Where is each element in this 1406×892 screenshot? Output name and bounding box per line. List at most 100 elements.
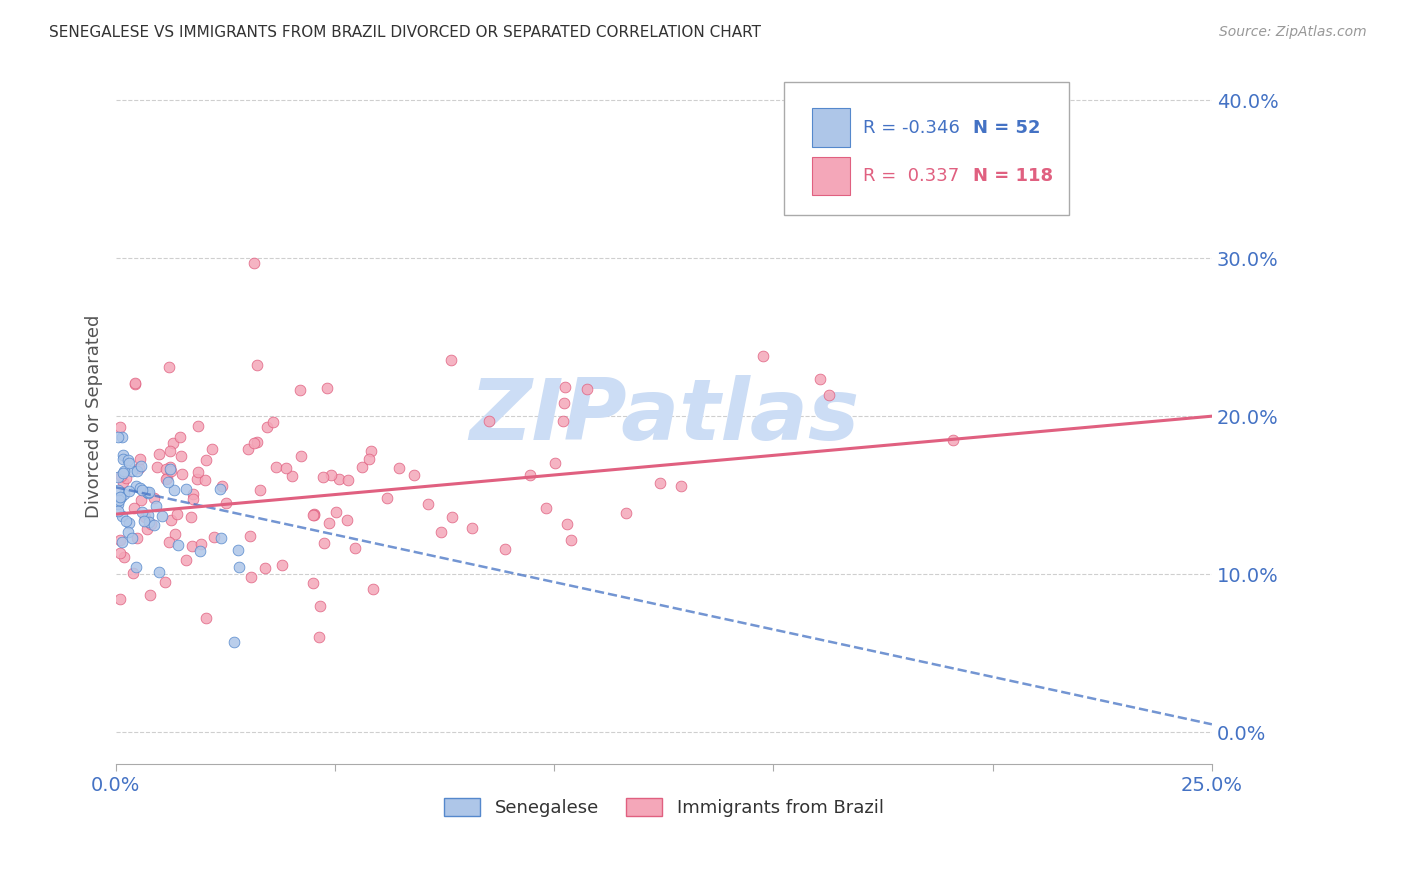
- Point: [201, 442, 224, 456]
- Point: [312, 470, 335, 484]
- Point: [309, 599, 332, 614]
- Point: [111, 430, 134, 444]
- Point: [238, 442, 260, 457]
- Bar: [811, 157, 851, 195]
- Point: [418, 498, 440, 512]
- Point: [551, 414, 574, 428]
- Point: [131, 483, 153, 497]
- Point: [159, 514, 181, 528]
- Point: [357, 452, 380, 467]
- Point: [404, 467, 426, 482]
- Point: [190, 537, 212, 551]
- Point: [138, 515, 160, 529]
- Point: [124, 376, 146, 391]
- Point: [519, 467, 541, 482]
- Point: [107, 504, 129, 518]
- Point: [110, 468, 132, 483]
- Point: [288, 383, 311, 397]
- Point: [242, 436, 264, 450]
- Point: [129, 459, 152, 474]
- Point: [560, 533, 582, 547]
- Point: [111, 451, 134, 466]
- Point: [181, 539, 204, 553]
- Point: [136, 485, 159, 500]
- Point: [128, 451, 150, 466]
- Point: [112, 475, 135, 490]
- Point: [361, 582, 384, 597]
- Point: [544, 456, 567, 470]
- Point: [302, 508, 325, 522]
- Point: [156, 471, 179, 485]
- Point: [134, 509, 156, 524]
- Point: [576, 382, 599, 396]
- Point: [350, 459, 373, 474]
- Point: [169, 430, 191, 444]
- Legend: Senegalese, Immigrants from Brazil: Senegalese, Immigrants from Brazil: [437, 790, 891, 824]
- FancyBboxPatch shape: [785, 82, 1070, 215]
- Point: [142, 491, 165, 505]
- Point: [139, 517, 162, 532]
- Point: [239, 529, 262, 543]
- Point: [942, 433, 965, 447]
- Point: [246, 358, 269, 372]
- Text: R =  0.337: R = 0.337: [863, 168, 960, 186]
- Text: SENEGALESE VS IMMIGRANTS FROM BRAZIL DIVORCED OR SEPARATED CORRELATION CHART: SENEGALESE VS IMMIGRANTS FROM BRAZIL DIV…: [49, 25, 761, 40]
- Point: [162, 435, 184, 450]
- Point: [157, 535, 180, 549]
- Point: [534, 500, 557, 515]
- Point: [215, 496, 238, 510]
- Point: [108, 592, 131, 607]
- Point: [163, 483, 186, 497]
- Point: [121, 463, 143, 477]
- Point: [209, 532, 232, 546]
- Point: [328, 472, 350, 486]
- Point: [440, 509, 463, 524]
- Point: [107, 430, 129, 444]
- Point: [170, 449, 193, 463]
- Point: [325, 505, 347, 519]
- Point: [336, 514, 359, 528]
- Point: [112, 464, 135, 478]
- Point: [246, 435, 269, 450]
- Point: [186, 419, 208, 434]
- Point: [256, 420, 278, 434]
- Point: [188, 544, 211, 558]
- Point: [135, 522, 157, 536]
- Point: [209, 483, 232, 497]
- Point: [117, 453, 139, 467]
- Point: [111, 535, 134, 549]
- Point: [195, 453, 218, 467]
- Point: [301, 508, 323, 523]
- Point: [253, 561, 276, 575]
- Point: [139, 588, 162, 602]
- Point: [150, 509, 173, 524]
- Point: [460, 520, 482, 534]
- Point: [183, 491, 205, 506]
- Point: [176, 553, 198, 567]
- Point: [118, 456, 141, 470]
- Point: [262, 415, 284, 429]
- Point: [195, 611, 218, 625]
- Point: [180, 509, 202, 524]
- Point: [319, 468, 342, 483]
- Point: [159, 460, 181, 475]
- Point: [121, 531, 143, 545]
- Point: [111, 448, 134, 462]
- Point: [375, 491, 398, 506]
- Point: [107, 498, 129, 512]
- Point: [211, 479, 233, 493]
- Point: [124, 376, 146, 391]
- Point: [228, 543, 250, 558]
- Point: [176, 482, 198, 496]
- Point: [128, 461, 150, 475]
- Point: [160, 464, 183, 478]
- Point: [129, 493, 152, 508]
- Point: [122, 566, 145, 581]
- Point: [222, 635, 245, 649]
- Point: [388, 461, 411, 475]
- Point: [117, 525, 139, 540]
- Point: [112, 549, 135, 564]
- Point: [228, 560, 250, 574]
- Point: [194, 473, 217, 487]
- Point: [170, 467, 193, 481]
